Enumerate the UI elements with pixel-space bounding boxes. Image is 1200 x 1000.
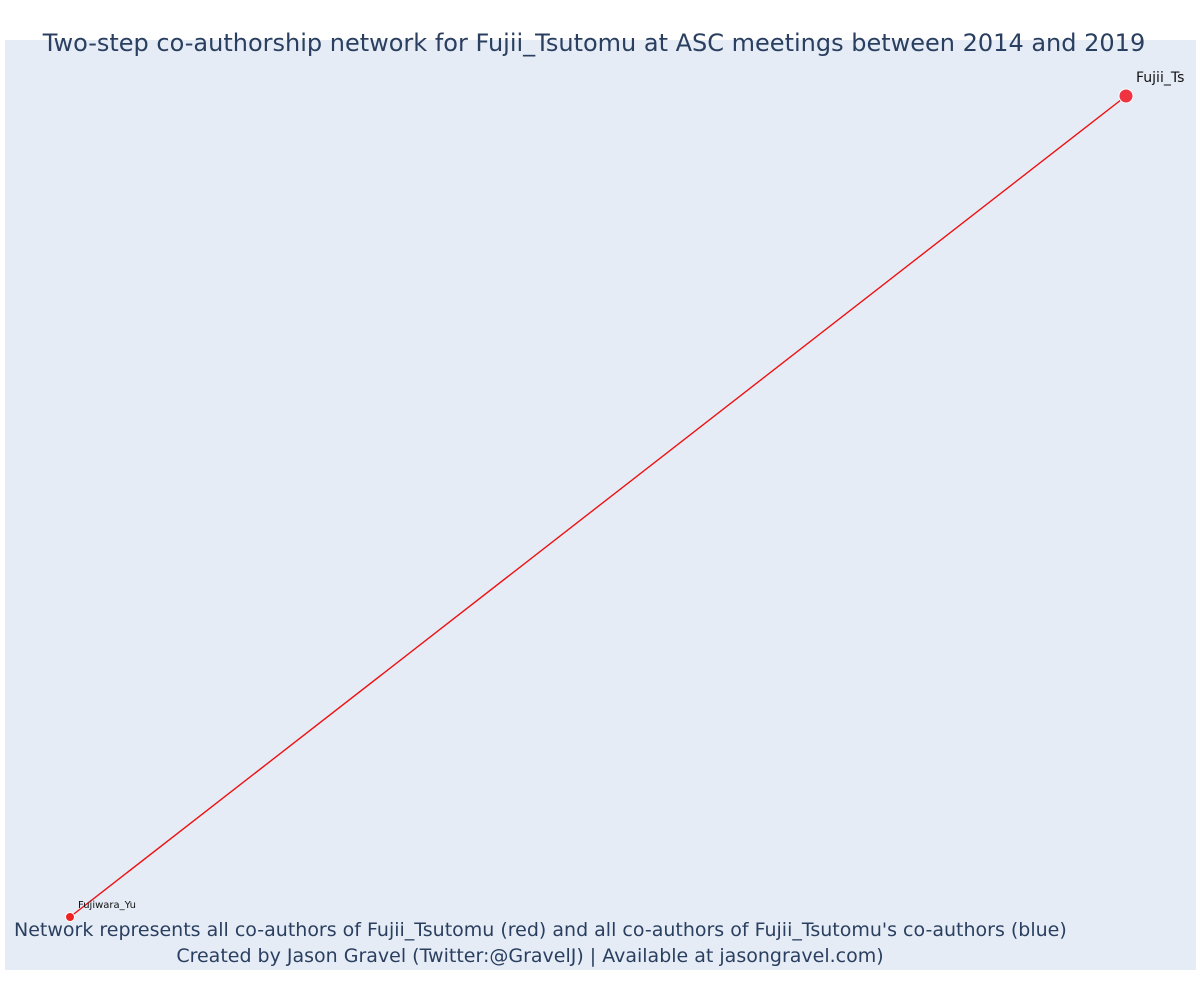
- node-fujii[interactable]: [1118, 88, 1134, 104]
- annotation-line-1: Network represents all co-authors of Fuj…: [14, 919, 1067, 941]
- chart-title: Two-step co-authorship network for Fujii…: [42, 29, 1146, 57]
- node-label-fujii: Fujii_Ts: [1136, 70, 1184, 86]
- node-fujiwara[interactable]: [65, 912, 75, 922]
- annotation-line-2: Created by Jason Gravel (Twitter:@Gravel…: [176, 945, 884, 967]
- edge-fujii-fujiwara: [69, 95, 1127, 918]
- node-label-fujiwara: Fujiwara_Yu: [78, 900, 136, 911]
